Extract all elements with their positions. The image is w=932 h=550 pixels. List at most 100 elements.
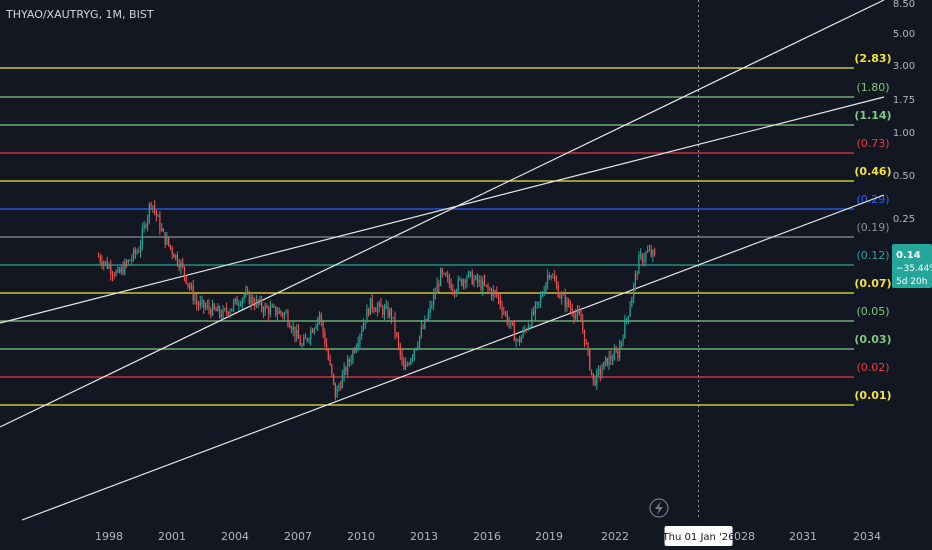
candle [554, 270, 556, 282]
candle-body [199, 301, 201, 306]
candle-body [571, 308, 573, 315]
candle-body [224, 308, 226, 310]
candle [196, 293, 198, 311]
candle [347, 355, 349, 379]
candle-body [545, 283, 547, 292]
candle [280, 310, 282, 317]
fib-label: (0.01) [854, 389, 891, 402]
candle [462, 278, 465, 290]
candle [164, 231, 166, 248]
candle-body [611, 359, 614, 361]
candle-body [401, 354, 403, 361]
candle-body [345, 367, 347, 373]
candle-body [234, 298, 236, 302]
time-axis: 1998 2001 2004 2007 2010 2013 2016 2019 2022 2028… [95, 530, 881, 543]
candle [624, 314, 626, 339]
candle-body [155, 210, 157, 216]
candle-body [469, 271, 472, 273]
candle [475, 274, 477, 281]
candle [131, 254, 133, 265]
candle-body [517, 339, 519, 341]
fib-label: (0.46) [854, 165, 891, 178]
candle [304, 333, 307, 340]
candle [568, 298, 570, 308]
candle-body [218, 306, 221, 315]
candle [287, 309, 289, 328]
candle-body [311, 330, 314, 333]
candle-body [411, 356, 414, 360]
candle [127, 259, 129, 265]
candle-body [241, 298, 243, 305]
candle-body [410, 359, 412, 365]
candle [392, 316, 394, 320]
candle [262, 306, 265, 319]
candle-body [152, 205, 154, 207]
candle-body [217, 306, 219, 312]
candle [371, 294, 373, 313]
candle-body [440, 269, 442, 286]
candle-body [125, 261, 128, 263]
candle-body [513, 325, 515, 342]
candle [275, 306, 277, 318]
candle-body [585, 343, 587, 345]
price-axis: 8.50 5.00 3.00 1.75 1.00 0.50 0.25 [893, 0, 915, 225]
candle [608, 350, 610, 371]
candle [282, 311, 284, 320]
candle [396, 331, 398, 339]
candle [478, 274, 480, 287]
candle-body [303, 338, 305, 346]
candle [483, 274, 486, 287]
candle-body [297, 329, 300, 339]
candle-body [441, 269, 443, 274]
candle [448, 273, 450, 289]
lightning-icon[interactable] [649, 498, 669, 518]
candle-body [496, 291, 498, 296]
candle-body [147, 217, 149, 227]
candle [264, 302, 266, 317]
candle-body [134, 249, 136, 254]
fib-label: (0.02) [856, 361, 889, 374]
candle-body [541, 294, 543, 297]
candle-body [227, 312, 229, 315]
candle-body [392, 316, 394, 318]
candle-body [350, 359, 352, 362]
price-axis-tick: 8.50 [893, 0, 915, 10]
candle [418, 335, 421, 350]
candle-body [243, 295, 245, 299]
date-cursor-box [664, 526, 733, 546]
candle-body [422, 327, 424, 329]
candle-body [190, 286, 193, 288]
candle-body [582, 320, 584, 330]
candle-body [308, 339, 310, 341]
candle [508, 316, 510, 329]
candle-body [383, 307, 386, 315]
time-axis-tick: 2010 [347, 530, 375, 543]
candle [647, 245, 649, 254]
candle [211, 299, 214, 317]
candle-body [480, 280, 482, 290]
candle-body [429, 305, 431, 313]
candle [569, 300, 572, 313]
candle [297, 323, 300, 339]
time-axis-tick: 2031 [789, 530, 817, 543]
candle-body [285, 312, 287, 314]
candle [368, 307, 370, 317]
candle [606, 357, 608, 367]
candle-body [455, 290, 458, 295]
candle [480, 275, 482, 292]
candle-body [206, 305, 208, 307]
candle [322, 319, 324, 338]
candle-body [348, 359, 350, 362]
candle-body [564, 294, 566, 307]
candle-body [534, 304, 536, 315]
candle [125, 258, 128, 269]
candle [259, 295, 261, 306]
candle [548, 272, 551, 280]
candle [617, 347, 619, 362]
candle [517, 338, 519, 343]
candle-body [352, 350, 354, 360]
price-axis-tick: 1.75 [893, 95, 915, 106]
candle-body [487, 285, 489, 289]
candle [429, 300, 431, 319]
